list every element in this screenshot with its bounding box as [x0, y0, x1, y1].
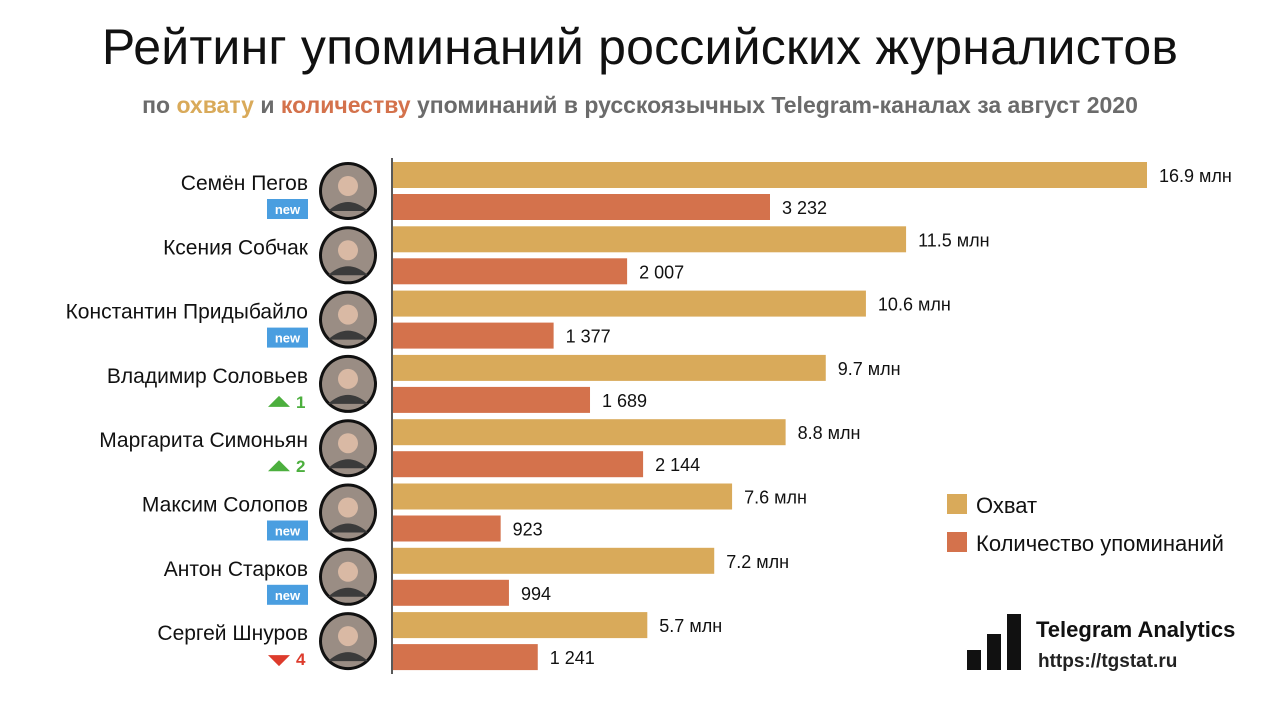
mentions-value-label: 994: [521, 584, 551, 604]
reach-bar: [393, 226, 907, 253]
mentions-bar: [393, 451, 644, 478]
rank-change-value: 4: [296, 650, 306, 669]
brand-logo: Telegram Analytics https://tgstat.ru: [967, 614, 1235, 672]
avatar-body-icon: [328, 202, 368, 211]
mentions-value-label: 1 241: [550, 648, 595, 668]
subtitle-reach-word: охвату: [176, 92, 254, 118]
avatar-head-icon: [338, 368, 358, 389]
mentions-value-label: 2 144: [655, 455, 700, 475]
chart-row: Ксения Собчак 11.5 млн 2 007: [163, 226, 990, 285]
rank-up-arrow-icon: [268, 460, 290, 472]
person-name: Максим Солопов: [142, 494, 308, 517]
avatar-head-icon: [338, 240, 358, 261]
person-name: Маргарита Симоньян: [99, 429, 308, 452]
reach-bar: [393, 354, 826, 381]
rank-change-value: 1: [296, 393, 305, 412]
rank-change-value: 2: [296, 457, 305, 476]
mentions-value-label: 923: [513, 520, 543, 540]
legend-swatch: [947, 494, 967, 514]
mentions-value-label: 3 232: [782, 198, 827, 218]
avatar-body-icon: [328, 652, 368, 662]
avatar-head-icon: [338, 497, 358, 518]
reach-value-label: 7.6 млн: [744, 488, 807, 508]
legend-label: Охват: [976, 493, 1037, 518]
new-badge-label: new: [275, 588, 301, 603]
reach-bar: [393, 547, 715, 574]
chart-title: Рейтинг упоминаний российских журналисто…: [101, 19, 1179, 75]
new-badge: [267, 520, 308, 541]
avatar-head-icon: [338, 626, 358, 647]
legend-swatch: [947, 532, 967, 552]
reach-value-label: 9.7 млн: [838, 359, 901, 379]
new-badge: [267, 199, 308, 219]
avatar-body-icon: [328, 459, 368, 469]
new-badge: [267, 584, 308, 605]
reach-bar: [393, 419, 786, 446]
avatar-body-icon: [328, 587, 368, 597]
mentions-bar: [393, 579, 509, 606]
reach-value-label: 11.5 млн: [918, 230, 990, 250]
new-badge-label: new: [275, 331, 301, 346]
new-badge-label: new: [275, 202, 301, 217]
mentions-value-label: 1 689: [602, 391, 647, 411]
avatar-body-icon: [328, 394, 368, 404]
subtitle-suffix: упоминаний в русскоязычных Telegram-кана…: [417, 92, 1138, 118]
mentions-value-label: 2 007: [639, 262, 684, 282]
subtitle-prefix: по: [142, 92, 171, 118]
chart-row: Владимир Соловьев 1 9.7 млн 1 689: [107, 354, 901, 413]
mentions-bar: [393, 515, 501, 542]
reach-value-label: 8.8 млн: [798, 423, 861, 443]
chart-rows: Семён Пегов new 16.9 млн 3 232 Ксения Собчак…: [66, 162, 1232, 671]
reach-value-label: 5.7 млн: [659, 616, 722, 636]
chart-row: Максим Солопов new 7.6 млн 923: [142, 483, 807, 542]
person-name: Семён Пегов: [181, 172, 308, 195]
new-badge-label: new: [275, 524, 301, 539]
person-name: Владимир Соловьев: [107, 365, 308, 388]
avatar-head-icon: [338, 561, 358, 582]
person-name: Сергей Шнуров: [157, 622, 308, 645]
mentions-bar: [393, 194, 770, 220]
avatar-body-icon: [328, 523, 368, 533]
brand-name: Telegram Analytics: [1036, 617, 1235, 642]
chart-row: Сергей Шнуров 4 5.7 млн 1 241: [157, 612, 722, 671]
avatar-head-icon: [338, 433, 358, 454]
chart-row: Антон Старков new 7.2 млн 994: [164, 547, 789, 606]
chart-row: Семён Пегов new 16.9 млн 3 232: [181, 162, 1232, 220]
avatar-body-icon: [328, 266, 368, 276]
chart-subtitle: по охвату и количеству упоминаний в русс…: [0, 92, 1280, 119]
brand-url: https://tgstat.ru: [1038, 651, 1177, 672]
mentions-value-label: 1 377: [566, 327, 611, 347]
avatar-body-icon: [328, 330, 368, 340]
brand-bars-icon: [987, 634, 1001, 670]
mentions-bar: [393, 322, 554, 349]
subtitle-count-word: количеству: [280, 92, 411, 118]
new-badge: [267, 327, 308, 348]
legend-label: Количество упоминаний: [976, 531, 1224, 556]
chart-row: Константин Придыбайло new 10.6 млн 1 377: [66, 290, 951, 349]
subtitle-and: и: [260, 92, 275, 118]
chart-row: Маргарита Симоньян 2 8.8 млн 2 144: [99, 419, 861, 478]
reach-value-label: 16.9 млн: [1159, 166, 1232, 186]
rank-up-arrow-icon: [268, 395, 290, 407]
brand-bars-icon: [967, 650, 981, 670]
mentions-bar: [393, 644, 538, 671]
legend: Охват Количество упоминаний: [947, 493, 1224, 556]
reach-bar: [393, 483, 733, 510]
reach-bar: [393, 290, 866, 317]
avatar-head-icon: [338, 304, 358, 325]
mentions-bar: [393, 386, 591, 413]
rank-down-arrow-icon: [268, 655, 290, 667]
mentions-bar: [393, 258, 628, 285]
reach-value-label: 7.2 млн: [726, 552, 789, 572]
person-name: Ксения Собчак: [163, 236, 309, 259]
reach-bar: [393, 612, 648, 639]
avatar-head-icon: [338, 176, 358, 196]
brand-bars-icon: [1007, 614, 1021, 670]
person-name: Антон Старков: [164, 558, 308, 581]
person-name: Константин Придыбайло: [66, 301, 308, 324]
reach-value-label: 10.6 млн: [878, 295, 951, 315]
reach-bar: [393, 162, 1147, 188]
